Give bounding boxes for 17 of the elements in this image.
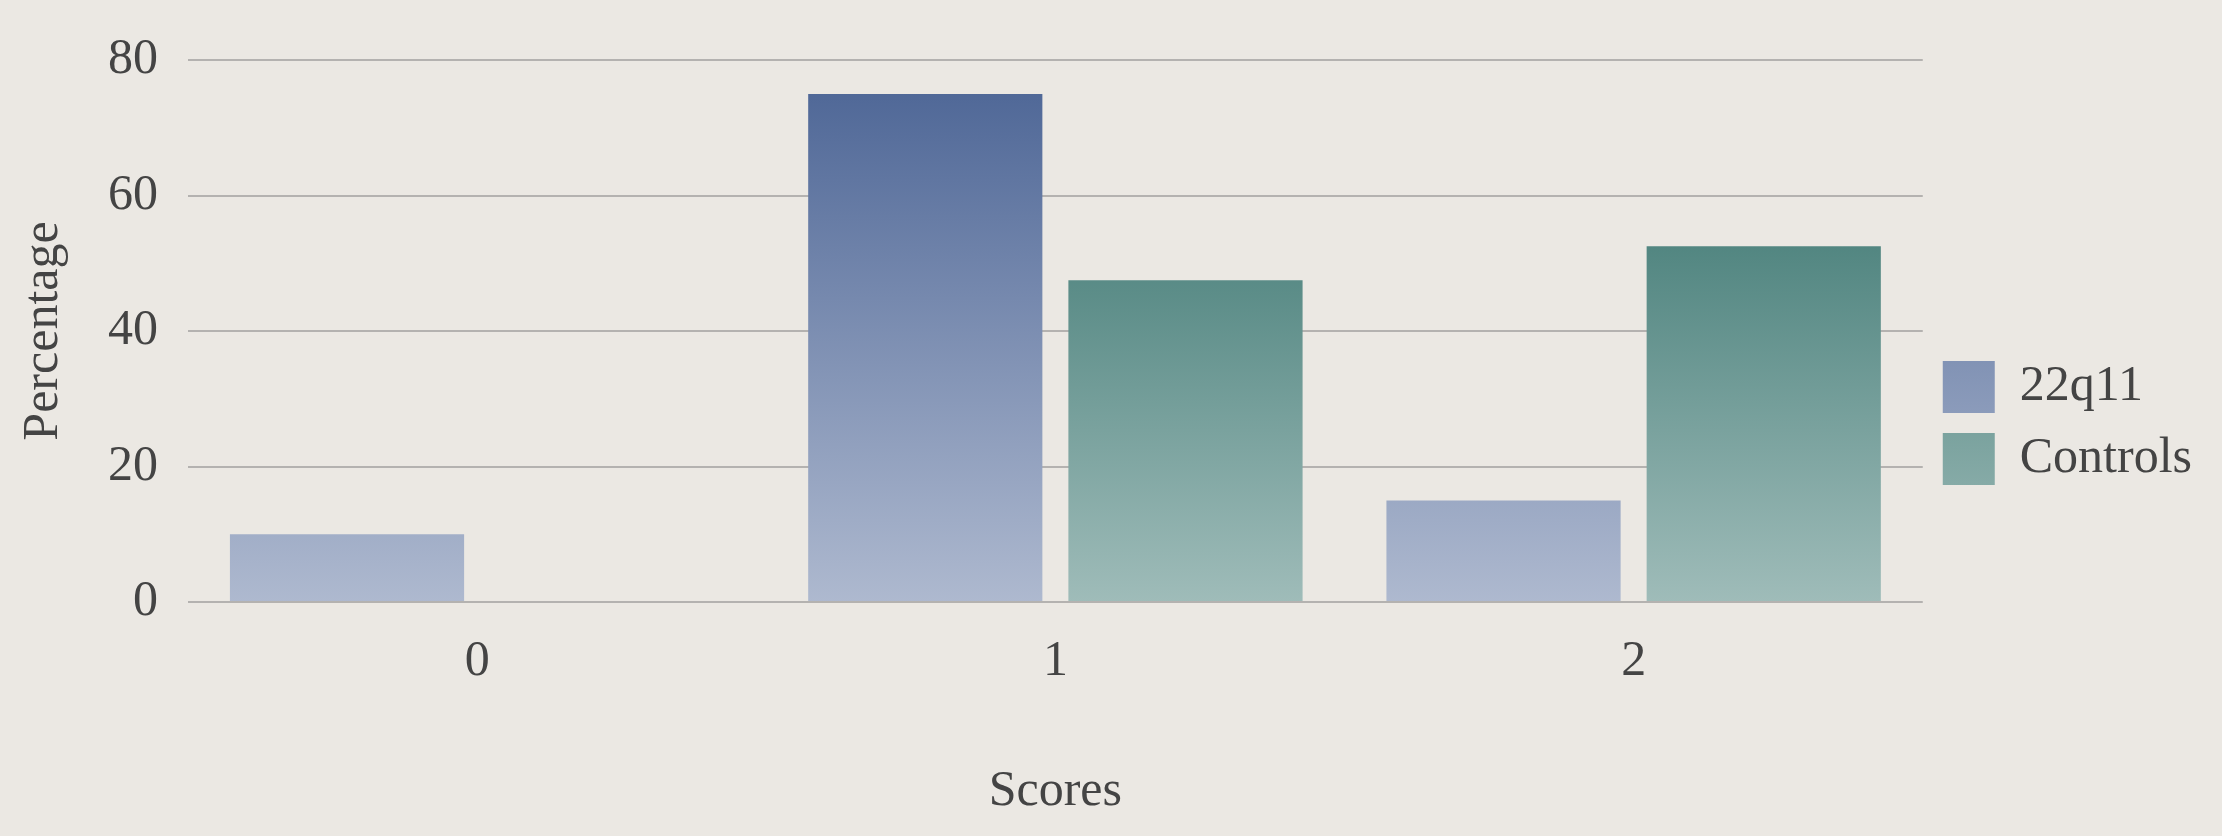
y-tick-label: 20 xyxy=(108,434,158,491)
bar xyxy=(1386,500,1621,601)
legend-label: 22q11 xyxy=(2019,355,2143,412)
bar xyxy=(1068,280,1303,601)
y-tick-label: 60 xyxy=(108,163,158,220)
legend-label: Controls xyxy=(2019,427,2193,484)
y-tick-label: 0 xyxy=(133,570,158,627)
bar xyxy=(229,534,465,601)
x-tick-label: 1 xyxy=(1042,630,1068,687)
y-tick-label: 40 xyxy=(108,299,158,356)
bar xyxy=(808,93,1043,601)
y-axis-title: Percentage xyxy=(12,221,69,441)
x-tick-label: 2 xyxy=(1621,630,1647,687)
bar xyxy=(1646,246,1881,601)
x-tick-label: 0 xyxy=(464,630,490,687)
x-axis-title: Scores xyxy=(988,760,1123,817)
y-tick-label: 80 xyxy=(108,28,158,85)
